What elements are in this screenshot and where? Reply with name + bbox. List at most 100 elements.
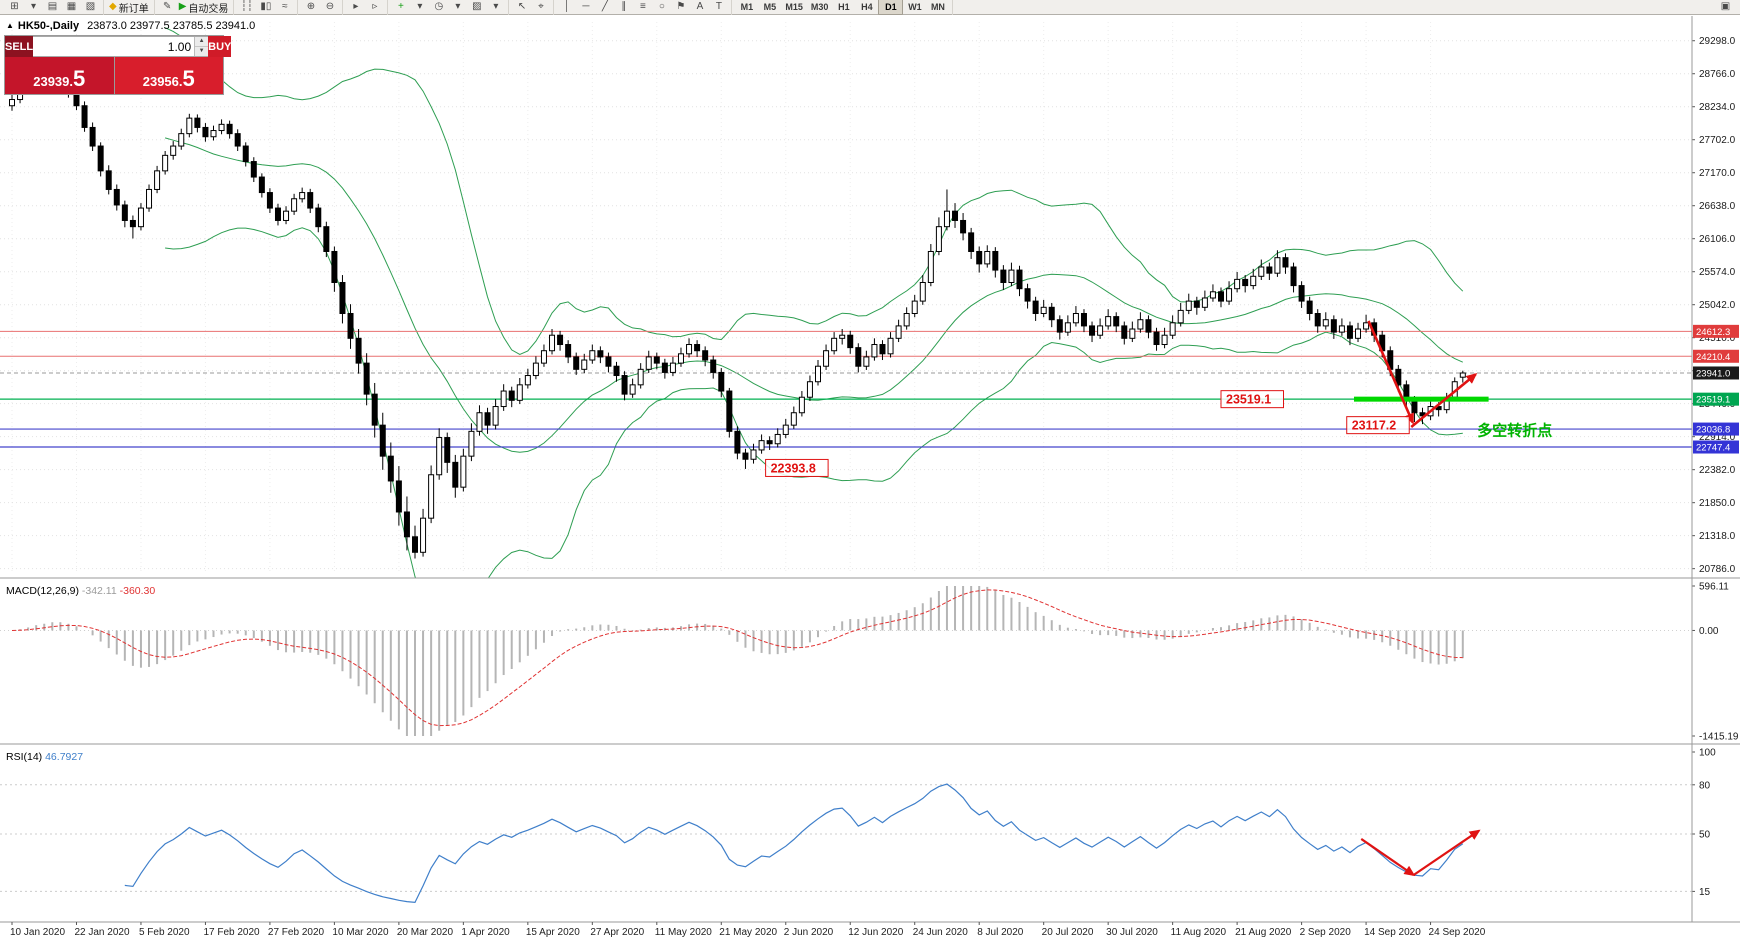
cursor[interactable]: ↖ [512,0,531,14]
time-axis[interactable]: 10 Jan 2020 22 Jan 2020 5 Feb 2020 17 Feb 2… [10,922,1486,938]
vertical-line[interactable]: │ [557,0,576,14]
support-segment[interactable] [1353,396,1489,402]
zoom-in[interactable]: ⊕ [301,0,320,14]
line-mode-icon: ≈ [282,1,288,12]
volume-field: ▲ ▼ [33,36,209,57]
tf-m15[interactable]: M15 [785,2,803,12]
new-chart-icon: ⊞ [10,1,19,12]
date-label: 30 Jul 2020 [1106,927,1158,938]
periods-dropdown[interactable]: ▾ [448,0,467,14]
trend-arrow[interactable] [1367,320,1415,425]
rsi-trend-arrow[interactable] [1413,829,1481,876]
new-chart-dropdown[interactable]: ▾ [24,0,43,14]
shapes-icon: ○ [658,1,665,12]
templates-icon: ▨ [472,1,482,12]
toolbar-group: ◆ 新订单 [104,0,155,15]
tf-m5[interactable]: M5 [763,2,777,12]
auto-scroll[interactable]: ▸ [346,0,365,14]
volume-input[interactable] [33,37,195,56]
svg-text:29298.0: 29298.0 [1699,36,1736,47]
volume-up-button[interactable]: ▲ [195,37,209,47]
svg-text:24510.0: 24510.0 [1699,333,1736,344]
new-chart[interactable]: ⊞ [5,0,24,14]
equidistant-channel[interactable]: ∥ [614,0,633,14]
date-label: 24 Sep 2020 [1429,927,1486,938]
svg-text:24612.3: 24612.3 [1696,327,1730,338]
crosshair[interactable]: ⌖ [531,0,550,14]
market-watch[interactable]: ▦ [62,0,81,14]
autotrading-label: 自动交易 [188,3,229,15]
date-label: 20 Jul 2020 [1042,927,1094,938]
profiles[interactable]: ▤ [43,0,62,14]
templates[interactable]: ▨ [467,0,486,14]
bollinger-lower-band [165,227,1463,578]
bars-mode[interactable]: ┆┆ [237,0,256,14]
tf-h1[interactable]: H1 [838,2,850,12]
indicators-icon: + [397,1,404,12]
tf-h4[interactable]: H4 [861,2,873,12]
trendline[interactable]: ╱ [595,0,614,14]
chart-text-label[interactable]: 多空转折点 [1477,421,1552,439]
text[interactable]: A [690,0,709,14]
tf-w1[interactable]: W1 [908,2,922,12]
svg-text:20786.0: 20786.0 [1699,564,1736,575]
indicators[interactable]: + [391,0,410,14]
shapes[interactable]: ○ [652,0,671,14]
svg-text:23941.0: 23941.0 [1696,368,1730,379]
sell-price-big-digit: 5 [73,66,86,91]
metaeditor[interactable]: ✎ [158,0,177,14]
price-label-text: 22393.8 [771,461,816,475]
new-order[interactable]: ◆ 新订单 [107,0,151,15]
candles-mode[interactable]: ▮▯ [256,0,275,14]
tf-m1[interactable]: M1 [740,2,754,12]
svg-text:26106.0: 26106.0 [1699,234,1736,245]
volume-down-button[interactable]: ▼ [195,47,209,56]
price-label-text: 23117.2 [1352,419,1397,433]
line-mode[interactable]: ≈ [275,0,294,14]
equidistant-channel-icon: ∥ [621,1,627,12]
chart-title: HK50-,Daily [17,20,80,32]
bollinger-upper-band [164,27,1464,355]
buy-price-button[interactable]: 23956. 5 [114,57,223,94]
one-click-collapse-icon[interactable]: ▲ [6,21,14,30]
price-label-box[interactable] [765,458,829,477]
templates-dropdown[interactable]: ▾ [486,0,505,14]
fibonacci[interactable]: ≡ [633,0,652,14]
autotrading-icon: ▶ [178,1,187,12]
chart-ohlc: 23873.0 23977.5 23785.5 23941.0 [87,20,256,32]
price-axis[interactable]: 29298.0 28766.0 28234.0 27702.0 27170.0 26638… [1692,36,1736,575]
price-label-box[interactable] [1346,416,1410,435]
arrows-tool[interactable]: ⚑ [671,0,690,14]
tf-m30[interactable]: M30 [810,2,829,12]
toolbar-group: ↖ ⌖ [509,0,555,15]
sell-price-button[interactable]: 23939. 5 [5,57,114,94]
rsi-trend-arrow[interactable] [1360,838,1416,877]
tf-mn[interactable]: MN [930,2,945,12]
navigator[interactable]: ▧ [81,0,100,14]
date-label: 14 Sep 2020 [1364,927,1421,938]
horizontal-line[interactable]: ─ [576,0,595,14]
bars-mode-icon: ┆┆ [240,1,253,12]
tf-d1[interactable]: D1 [878,0,904,15]
date-label: 11 May 2020 [655,927,713,938]
date-label: 11 Aug 2020 [1171,927,1227,938]
candlestick-series [9,61,1466,559]
price-label-box[interactable] [1220,390,1284,409]
buy-tab[interactable]: BUY [208,36,232,57]
zoom-out-icon: ⊖ [325,1,335,12]
periods[interactable]: ◷ [429,0,448,14]
svg-text:22914.0: 22914.0 [1699,432,1736,443]
window-layout[interactable]: ▣ [1716,0,1735,14]
chart-canvas[interactable]: 23519.1 23117.2 22393.8 多空转折点 29298.0 28766.0… [0,16,1740,940]
main-plot: 23519.1 23117.2 22393.8 多空转折点 [0,27,1692,578]
sell-tab[interactable]: SELL [5,36,34,57]
trend-arrow[interactable] [1410,373,1478,429]
chart-shift[interactable]: ▹ [365,0,384,14]
text-label[interactable]: T [709,0,728,14]
autotrading[interactable]: ▶ 自动交易 [177,0,231,15]
indicators-dropdown[interactable]: ▾ [410,0,429,14]
sell-price-main: 23939. [33,74,73,89]
svg-text:21318.0: 21318.0 [1699,531,1736,542]
navigator-icon: ▧ [85,1,96,12]
zoom-out[interactable]: ⊖ [320,0,339,14]
